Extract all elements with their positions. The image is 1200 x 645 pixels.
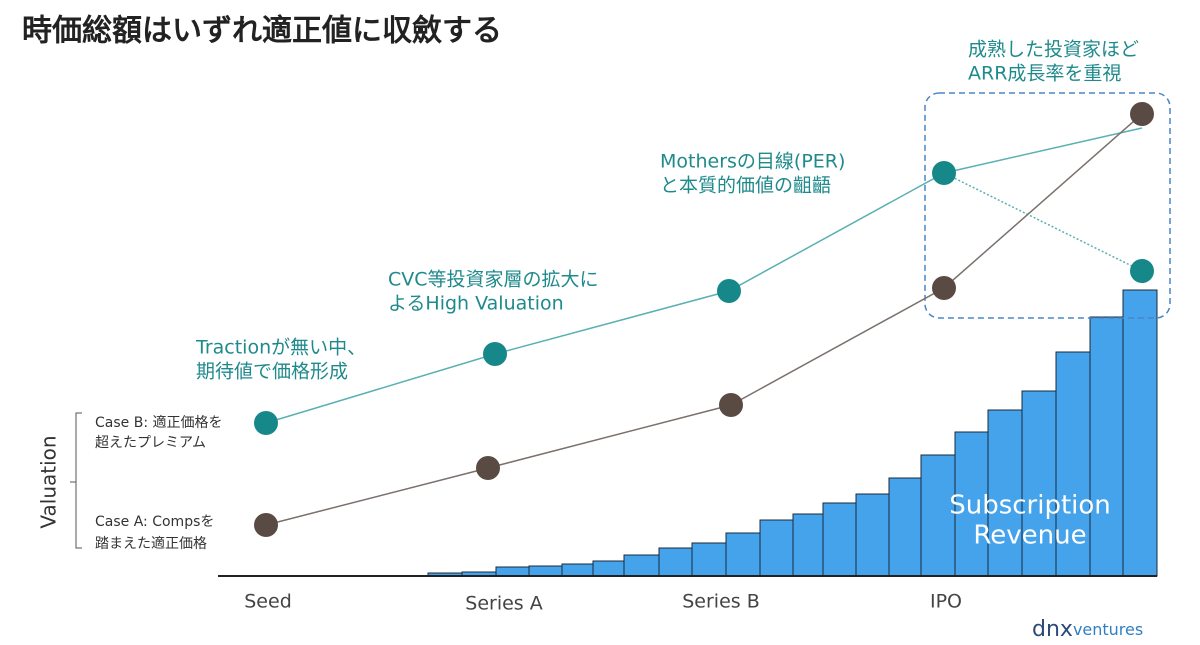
revenue-bar — [495, 566, 530, 577]
revenue-bar — [855, 493, 890, 577]
revenue-bar — [1021, 390, 1057, 577]
case-a-point — [254, 513, 278, 537]
title: 時価総額はいずれ適正値に収斂する — [22, 14, 502, 49]
revenue-bar — [592, 560, 625, 577]
revenue-bar — [528, 565, 563, 577]
logo-sub: ventures — [1073, 620, 1143, 639]
annotation: 成熟した投資家ほど — [968, 39, 1139, 61]
revenue-bar — [691, 542, 727, 577]
stage-label: Series B — [682, 591, 760, 613]
annotation: と本質的価値の齟齬 — [660, 175, 831, 197]
revenue-bar — [561, 563, 594, 577]
bars-label: Revenue — [973, 521, 1086, 551]
case-b-point — [254, 411, 278, 435]
revenue-bar — [1055, 351, 1091, 577]
case-a-point — [719, 393, 743, 417]
case-label: Case A: Compsを — [95, 514, 214, 530]
revenue-bar — [658, 547, 693, 577]
y-axis-label: Valuation — [37, 435, 61, 528]
stage-label: Seed — [244, 591, 292, 613]
stage-label: IPO — [930, 591, 962, 613]
case-a-point — [476, 456, 500, 480]
revenue-bar — [725, 532, 761, 577]
logo-main: dnx — [1032, 617, 1073, 642]
case-label: 踏まえた適正価格 — [95, 535, 207, 552]
annotation: ARR成長率を重視 — [968, 63, 1121, 85]
annotation: よるHigh Valuation — [388, 293, 564, 315]
revenue-bar — [888, 477, 922, 577]
annotation: CVC等投資家層の拡大に — [388, 269, 599, 291]
case-a-point — [932, 276, 956, 300]
case-b-point — [483, 342, 507, 366]
revenue-bar — [792, 513, 824, 577]
case-b-point — [717, 279, 741, 303]
revenue-bar — [1122, 289, 1158, 577]
annotation: Tractionが無い中、 — [195, 337, 366, 359]
annotation: Mothersの目線(PER) — [660, 151, 845, 173]
annotation: 期待値で価格形成 — [196, 361, 348, 383]
revenue-bar — [822, 502, 857, 577]
revenue-bar — [987, 409, 1023, 577]
axis-bracket — [70, 412, 82, 549]
case-b-point — [1130, 259, 1154, 283]
case-a-point — [1130, 102, 1154, 126]
revenue-bar — [623, 554, 660, 577]
revenue-bar — [1089, 316, 1124, 577]
revenue-bar — [759, 519, 794, 577]
logo: dnxventures — [1032, 617, 1143, 642]
case-label: Case B: 適正価格を — [95, 414, 222, 431]
revenue-bar — [954, 431, 989, 577]
highlight-box — [924, 92, 1171, 319]
case-label: 超えたプレミアム — [95, 435, 206, 451]
case-b-point — [932, 161, 956, 185]
convergence-line — [943, 172, 1143, 272]
bars-label: Subscription — [949, 491, 1111, 521]
stage-label: Series A — [465, 593, 542, 615]
